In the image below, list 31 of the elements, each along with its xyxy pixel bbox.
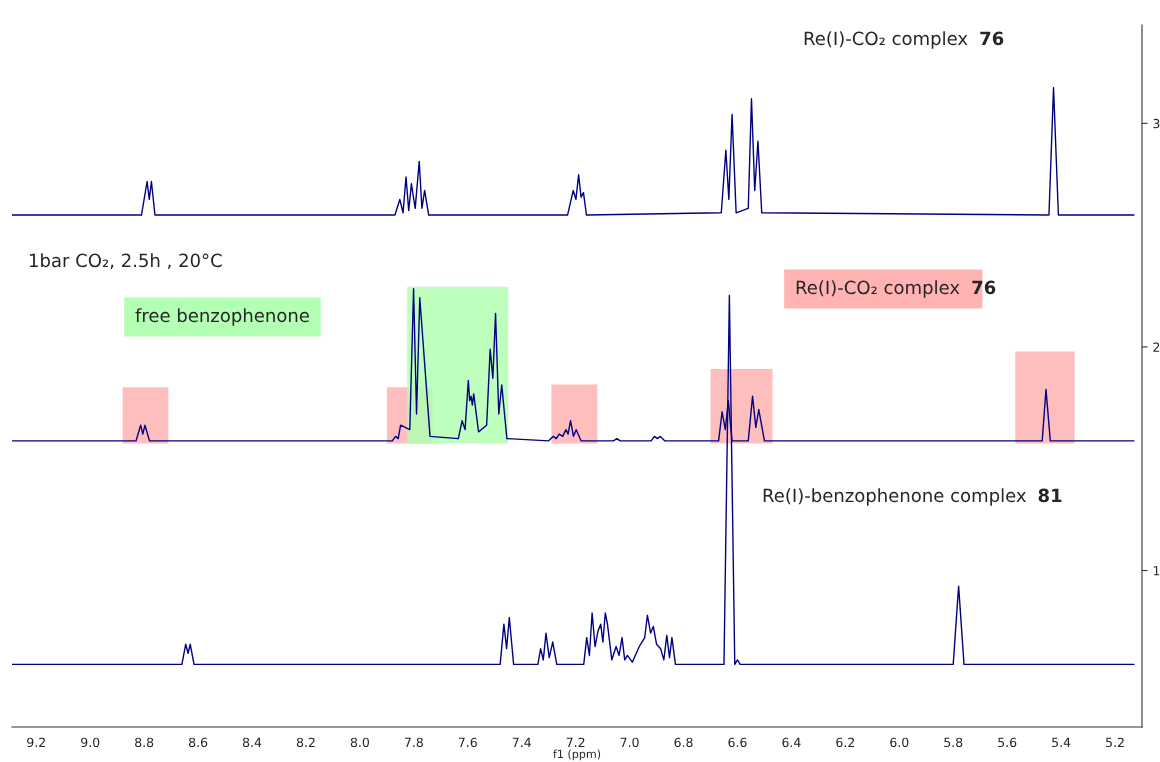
x-tick-label: 7.2 bbox=[566, 737, 585, 747]
line-series bbox=[12, 86, 1135, 216]
x-tick-label: 7.0 bbox=[620, 737, 639, 748]
y-tick-label: 2 bbox=[1153, 342, 1160, 352]
x-tick-label: 6.6 bbox=[728, 737, 747, 748]
text: Re(I)-CO₂ complex 76 bbox=[796, 280, 996, 298]
y-tick-label: 3 bbox=[1153, 118, 1160, 129]
x-tick-label: 6.4 bbox=[782, 737, 801, 748]
x-tick-label: 6.0 bbox=[890, 737, 909, 748]
x-tick-label: 7.4 bbox=[512, 737, 531, 747]
x-tick-label: 8.4 bbox=[242, 737, 262, 748]
annotation: free benzophenone bbox=[135, 308, 309, 326]
x-tick-label: 7.6 bbox=[458, 737, 477, 748]
y-tick-label: 1 bbox=[1153, 566, 1160, 576]
x-tick-label: 7.8 bbox=[404, 737, 423, 748]
annotation: 1bar CO₂, 2.5h , 20°C bbox=[29, 253, 222, 270]
x-tick-label: 9.0 bbox=[81, 737, 100, 748]
x-tick-label: 8.0 bbox=[350, 737, 370, 748]
x-tick-label: 5.4 bbox=[1052, 737, 1071, 748]
text: Re(I)-CO₂ complex 76 bbox=[804, 31, 1004, 49]
x-tick-label: 5.8 bbox=[944, 737, 963, 748]
x-tick-label: 6.8 bbox=[674, 737, 693, 748]
x-tick-label: 6.2 bbox=[836, 737, 855, 748]
x-tick-label: 8.8 bbox=[135, 737, 154, 748]
text: Re(I)-benzophenone complex 81 bbox=[763, 488, 1062, 506]
x-tick-label: 8.6 bbox=[188, 737, 208, 748]
x-tick-label: 5.2 bbox=[1106, 737, 1124, 748]
x-tick-label: 5.6 bbox=[998, 737, 1017, 748]
x-tick-label: 8.2 bbox=[296, 737, 315, 748]
x-axis-title: f1 (ppm) bbox=[553, 749, 601, 761]
x-tick-label: 9.2 bbox=[27, 737, 45, 748]
